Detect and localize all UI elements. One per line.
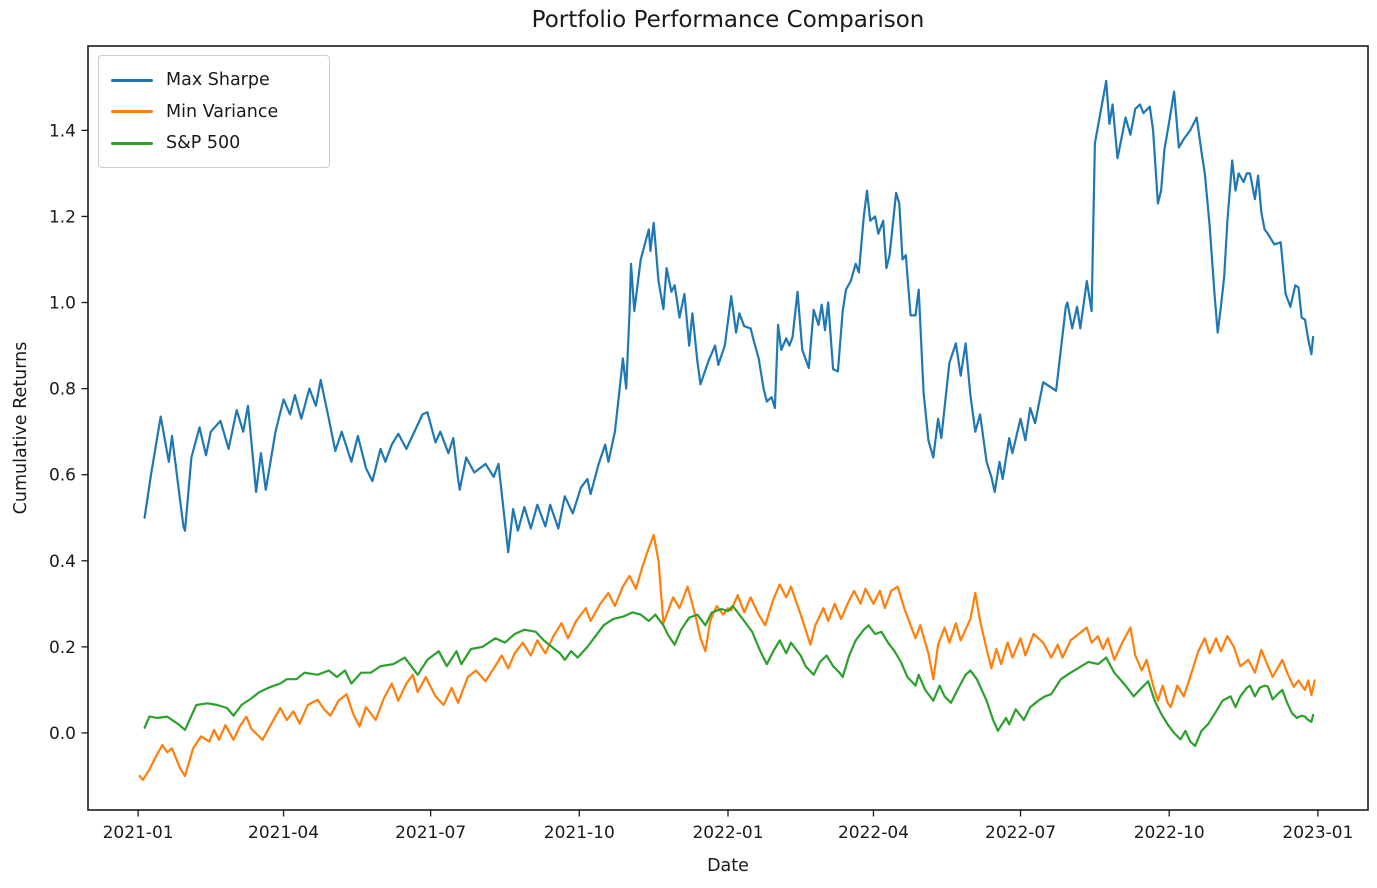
legend-label: Min Variance <box>166 101 279 122</box>
legend: Max Sharpe Min Variance S&P 500 <box>98 55 330 168</box>
y-tick-label: 1.0 <box>49 294 76 314</box>
legend-label: S&P 500 <box>166 133 241 153</box>
x-axis-ticks: 2021-01 2021-04 2021-07 2021-10 2022-01 2022-… <box>103 810 1353 843</box>
y-tick-label: 1.4 <box>49 121 76 141</box>
y-axis-ticks: 0.0 0.2 0.4 0.6 0.8 1.0 1.2 1.4 <box>49 121 88 744</box>
x-tick-label: 2022-01 <box>692 823 763 843</box>
x-tick-label: 2022-10 <box>1134 823 1205 843</box>
x-axis-label: Date <box>707 856 749 876</box>
series-lines <box>138 79 1316 782</box>
x-tick-label: 2022-04 <box>838 823 909 843</box>
legend-item-min-variance: Min Variance <box>111 97 317 127</box>
y-tick-label: 0.8 <box>49 380 76 400</box>
y-tick-label: 0.4 <box>49 552 76 572</box>
legend-label: Max Sharpe <box>166 70 270 90</box>
x-tick-label: 2021-04 <box>248 823 319 843</box>
x-tick-label: 2021-07 <box>395 823 466 843</box>
legend-line-sample-green <box>111 141 153 145</box>
x-tick-label: 2021-10 <box>544 823 615 843</box>
y-tick-label: 0.6 <box>49 466 76 486</box>
x-tick-label: 2021-01 <box>103 823 174 843</box>
chart-title: Portfolio Performance Comparison <box>531 7 925 33</box>
legend-line-sample-blue <box>111 78 153 82</box>
legend-item-max-sharpe: Max Sharpe <box>111 65 317 95</box>
legend-line-sample-orange <box>111 110 153 113</box>
y-tick-label: 0.2 <box>49 638 76 658</box>
x-tick-label: 2022-07 <box>985 823 1056 843</box>
y-tick-label: 1.2 <box>49 207 76 227</box>
y-tick-label: 0.0 <box>49 724 76 744</box>
y-axis-label: Cumulative Returns <box>11 341 31 515</box>
legend-item-sp500: S&P 500 <box>111 128 317 158</box>
x-tick-label: 2023-01 <box>1282 823 1353 843</box>
